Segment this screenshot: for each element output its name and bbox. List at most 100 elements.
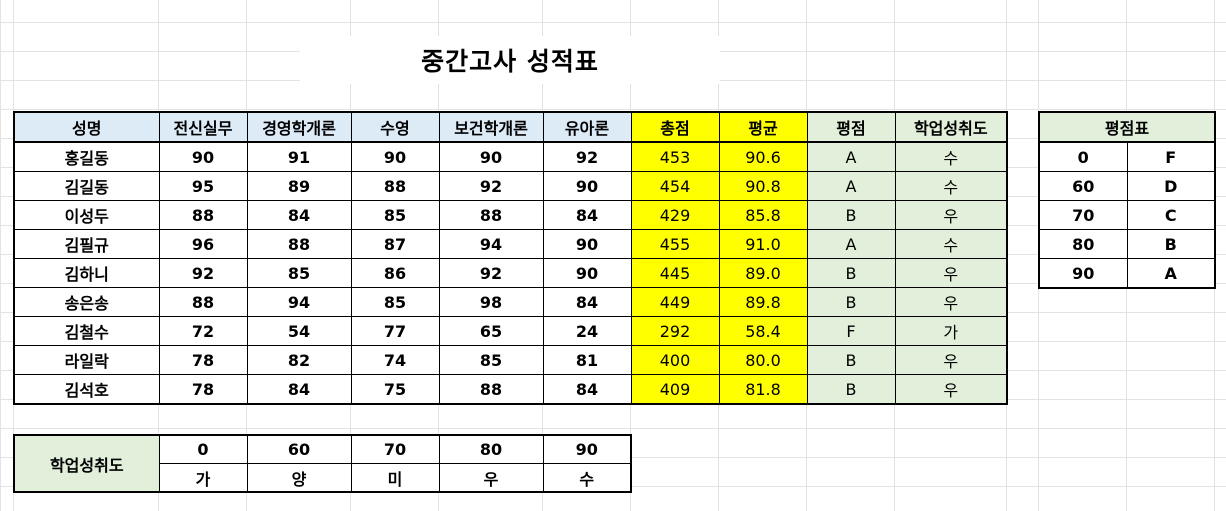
- total-score-cell[interactable]: 453: [630, 141, 720, 172]
- subject-4-score-cell[interactable]: 90: [438, 141, 544, 172]
- subject-2-score-cell[interactable]: 54: [246, 316, 352, 346]
- achievement-score-cell[interactable]: 0: [158, 434, 248, 464]
- achievement-cell[interactable]: 가: [894, 316, 1008, 346]
- student-name-cell[interactable]: 이성두: [13, 200, 160, 230]
- header-subject-3[interactable]: 수영: [350, 111, 440, 143]
- total-score-cell[interactable]: 429: [630, 200, 720, 230]
- achievement-cell[interactable]: 수: [894, 229, 1008, 259]
- header-subject-2[interactable]: 경영학개론: [246, 111, 352, 143]
- grade-cell[interactable]: A: [806, 229, 896, 259]
- subject-4-score-cell[interactable]: 65: [438, 316, 544, 346]
- subject-5-score-cell[interactable]: 92: [542, 141, 632, 172]
- subject-2-score-cell[interactable]: 84: [246, 374, 352, 405]
- average-score-cell[interactable]: 80.0: [718, 345, 808, 375]
- grade-cell[interactable]: A: [806, 141, 896, 172]
- subject-4-score-cell[interactable]: 92: [438, 171, 544, 201]
- subject-5-score-cell[interactable]: 90: [542, 258, 632, 288]
- total-score-cell[interactable]: 454: [630, 171, 720, 201]
- average-score-cell[interactable]: 81.8: [718, 374, 808, 405]
- achievement-level-cell[interactable]: 수: [542, 463, 632, 493]
- subject-2-score-cell[interactable]: 89: [246, 171, 352, 201]
- grade-scale-grade-cell[interactable]: D: [1126, 171, 1216, 201]
- header-subject-4[interactable]: 보건학개론: [438, 111, 544, 143]
- student-name-cell[interactable]: 라일락: [13, 345, 160, 375]
- student-name-cell[interactable]: 김필규: [13, 229, 160, 259]
- subject-1-score-cell[interactable]: 78: [158, 345, 248, 375]
- achievement-cell[interactable]: 우: [894, 345, 1008, 375]
- subject-3-score-cell[interactable]: 77: [350, 316, 440, 346]
- subject-4-score-cell[interactable]: 94: [438, 229, 544, 259]
- subject-3-score-cell[interactable]: 85: [350, 287, 440, 317]
- achievement-level-cell[interactable]: 가: [158, 463, 248, 493]
- grade-cell[interactable]: B: [806, 374, 896, 405]
- grade-scale-score-cell[interactable]: 0: [1038, 141, 1128, 172]
- subject-3-score-cell[interactable]: 87: [350, 229, 440, 259]
- grade-scale-grade-cell[interactable]: A: [1126, 258, 1216, 289]
- subject-4-score-cell[interactable]: 85: [438, 345, 544, 375]
- total-score-cell[interactable]: 449: [630, 287, 720, 317]
- subject-1-score-cell[interactable]: 88: [158, 287, 248, 317]
- subject-5-score-cell[interactable]: 90: [542, 229, 632, 259]
- total-score-cell[interactable]: 400: [630, 345, 720, 375]
- total-score-cell[interactable]: 445: [630, 258, 720, 288]
- average-score-cell[interactable]: 90.8: [718, 171, 808, 201]
- subject-4-score-cell[interactable]: 98: [438, 287, 544, 317]
- subject-4-score-cell[interactable]: 88: [438, 374, 544, 405]
- grade-scale-score-cell[interactable]: 90: [1038, 258, 1128, 289]
- grade-cell[interactable]: A: [806, 171, 896, 201]
- header-achievement[interactable]: 학업성취도: [894, 111, 1008, 143]
- student-name-cell[interactable]: 김하니: [13, 258, 160, 288]
- student-name-cell[interactable]: 김길동: [13, 171, 160, 201]
- achievement-score-cell[interactable]: 80: [438, 434, 544, 464]
- achievement-cell[interactable]: 우: [894, 374, 1008, 405]
- total-score-cell[interactable]: 455: [630, 229, 720, 259]
- subject-1-score-cell[interactable]: 95: [158, 171, 248, 201]
- subject-5-score-cell[interactable]: 84: [542, 374, 632, 405]
- grade-scale-score-cell[interactable]: 70: [1038, 200, 1128, 230]
- achievement-level-cell[interactable]: 우: [438, 463, 544, 493]
- grade-scale-grade-cell[interactable]: B: [1126, 229, 1216, 259]
- student-name-cell[interactable]: 김철수: [13, 316, 160, 346]
- subject-3-score-cell[interactable]: 85: [350, 200, 440, 230]
- average-score-cell[interactable]: 89.0: [718, 258, 808, 288]
- subject-2-score-cell[interactable]: 82: [246, 345, 352, 375]
- total-score-cell[interactable]: 409: [630, 374, 720, 405]
- grade-scale-score-cell[interactable]: 60: [1038, 171, 1128, 201]
- average-score-cell[interactable]: 90.6: [718, 141, 808, 172]
- header-name[interactable]: 성명: [13, 111, 160, 143]
- achievement-label[interactable]: 학업성취도: [13, 434, 160, 493]
- subject-5-score-cell[interactable]: 84: [542, 200, 632, 230]
- average-score-cell[interactable]: 85.8: [718, 200, 808, 230]
- total-score-cell[interactable]: 292: [630, 316, 720, 346]
- subject-1-score-cell[interactable]: 88: [158, 200, 248, 230]
- subject-5-score-cell[interactable]: 24: [542, 316, 632, 346]
- header-average[interactable]: 평균: [718, 111, 808, 143]
- student-name-cell[interactable]: 홍길동: [13, 141, 160, 172]
- subject-1-score-cell[interactable]: 72: [158, 316, 248, 346]
- average-score-cell[interactable]: 58.4: [718, 316, 808, 346]
- subject-1-score-cell[interactable]: 90: [158, 141, 248, 172]
- sheet-title[interactable]: 중간고사 성적표: [300, 36, 720, 84]
- subject-2-score-cell[interactable]: 85: [246, 258, 352, 288]
- subject-3-score-cell[interactable]: 74: [350, 345, 440, 375]
- header-total[interactable]: 총점: [630, 111, 720, 143]
- grade-cell[interactable]: B: [806, 258, 896, 288]
- grade-scale-grade-cell[interactable]: F: [1126, 141, 1216, 172]
- grade-cell[interactable]: B: [806, 287, 896, 317]
- header-subject-5[interactable]: 유아론: [542, 111, 632, 143]
- achievement-score-cell[interactable]: 60: [246, 434, 352, 464]
- subject-2-score-cell[interactable]: 88: [246, 229, 352, 259]
- subject-1-score-cell[interactable]: 92: [158, 258, 248, 288]
- grade-scale-title[interactable]: 평점표: [1038, 111, 1216, 143]
- achievement-cell[interactable]: 우: [894, 258, 1008, 288]
- header-subject-1[interactable]: 전신실무: [158, 111, 248, 143]
- subject-5-score-cell[interactable]: 81: [542, 345, 632, 375]
- achievement-cell[interactable]: 우: [894, 200, 1008, 230]
- achievement-score-cell[interactable]: 90: [542, 434, 632, 464]
- grade-cell[interactable]: F: [806, 316, 896, 346]
- subject-3-score-cell[interactable]: 88: [350, 171, 440, 201]
- average-score-cell[interactable]: 89.8: [718, 287, 808, 317]
- grade-scale-grade-cell[interactable]: C: [1126, 200, 1216, 230]
- subject-3-score-cell[interactable]: 86: [350, 258, 440, 288]
- average-score-cell[interactable]: 91.0: [718, 229, 808, 259]
